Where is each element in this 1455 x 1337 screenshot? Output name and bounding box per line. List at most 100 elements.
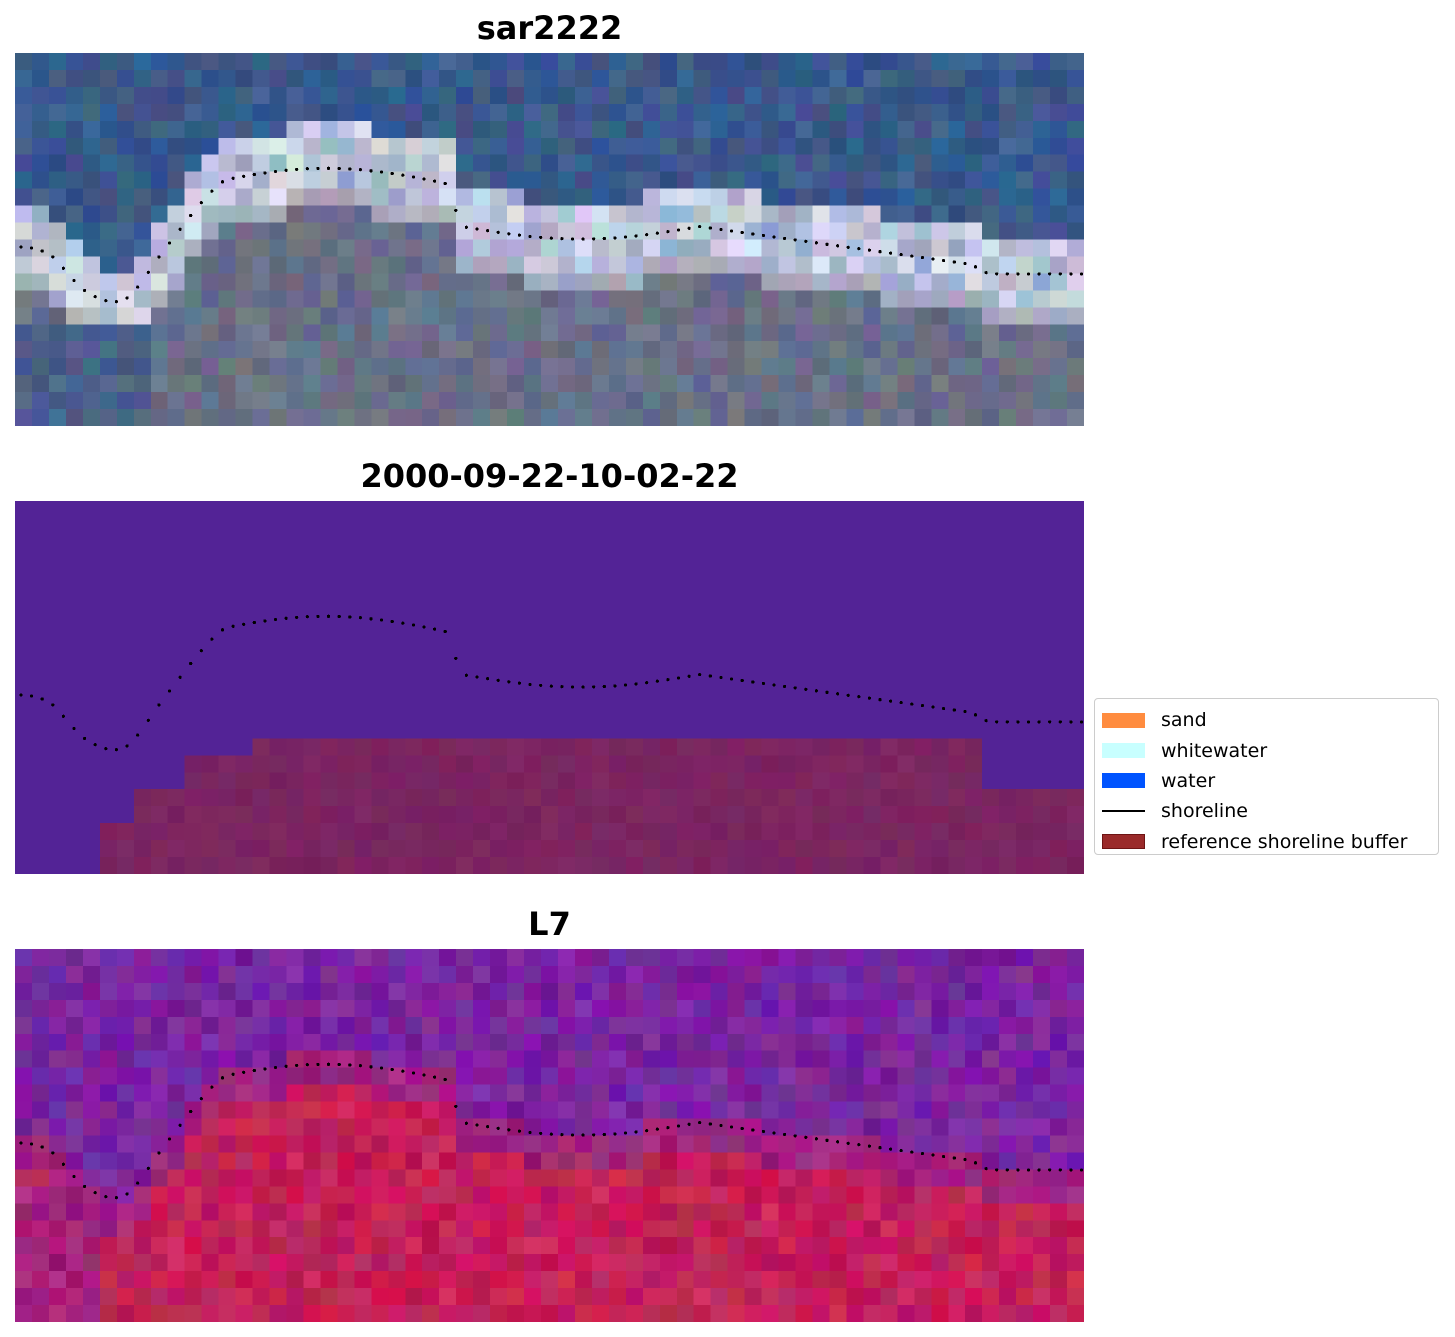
classification-pixel	[235, 636, 254, 655]
rgb-pixel	[490, 69, 508, 88]
classification-pixel	[116, 738, 135, 756]
falsecolor-pixel	[388, 1169, 406, 1187]
classification-pixel	[82, 789, 101, 807]
classification-pixel	[965, 568, 983, 587]
falsecolor-pixel	[422, 982, 440, 1001]
classification-pixel	[354, 619, 372, 638]
rgb-pixel	[557, 290, 576, 308]
rgb-pixel	[846, 137, 865, 156]
classification-pixel	[710, 823, 729, 841]
falsecolor-pixel	[778, 1050, 797, 1069]
classification-pixel	[965, 738, 983, 756]
shoreline-point	[189, 1109, 193, 1114]
falsecolor-pixel	[201, 1101, 220, 1120]
rgb-pixel	[116, 69, 135, 88]
classification-pixel	[608, 840, 627, 858]
falsecolor-pixel	[82, 1237, 101, 1255]
rgb-pixel	[761, 358, 780, 376]
falsecolor-pixel	[167, 1050, 186, 1069]
falsecolor-pixel	[235, 1067, 254, 1086]
classification-pixel	[829, 840, 848, 858]
falsecolor-pixel	[439, 1186, 457, 1204]
falsecolor-pixel	[218, 1203, 237, 1221]
falsecolor-pixel	[473, 1186, 491, 1204]
classification-pixel	[201, 823, 220, 841]
classification-pixel	[574, 551, 593, 570]
classification-pixel	[473, 619, 491, 638]
rgb-pixel	[15, 239, 33, 258]
rgb-pixel	[456, 239, 474, 258]
rgb-pixel	[676, 120, 695, 139]
rgb-pixel	[371, 53, 389, 71]
classification-pixel	[778, 704, 797, 722]
rgb-pixel	[490, 273, 508, 291]
rgb-pixel	[320, 120, 338, 139]
classification-pixel	[914, 517, 932, 536]
rgb-pixel	[65, 69, 84, 88]
shoreline-point	[878, 1146, 882, 1150]
classification-pixel	[405, 585, 423, 604]
rgb-pixel	[625, 154, 644, 173]
rgb-pixel	[303, 375, 322, 393]
rgb-pixel	[1016, 273, 1034, 291]
classification-pixel	[1067, 670, 1084, 689]
falsecolor-pixel	[812, 1237, 831, 1255]
classification-pixel	[608, 568, 627, 587]
rgb-pixel	[965, 205, 983, 224]
classification-pixel	[914, 857, 932, 874]
classification-pixel	[82, 755, 101, 773]
falsecolor-pixel	[269, 1152, 288, 1170]
classification-pixel	[133, 568, 152, 587]
falsecolor-pixel	[965, 1237, 983, 1255]
falsecolor-pixel	[965, 1254, 983, 1272]
rgb-pixel	[812, 341, 831, 359]
classification-pixel	[201, 704, 220, 722]
falsecolor-pixel	[320, 1254, 338, 1272]
falsecolor-pixel	[15, 982, 33, 1001]
classification-pixel	[133, 653, 152, 672]
rgb-pixel	[761, 392, 780, 410]
classification-pixel	[201, 755, 220, 773]
shoreline-point	[857, 247, 861, 251]
falsecolor-pixel	[371, 1237, 389, 1255]
rgb-pixel	[337, 256, 355, 274]
falsecolor-pixel	[778, 1254, 797, 1272]
falsecolor-pixel	[829, 1271, 848, 1289]
rgb-pixel	[965, 154, 983, 173]
classification-pixel	[524, 585, 542, 604]
falsecolor-pixel	[371, 1135, 389, 1154]
classification-pixel	[897, 721, 915, 739]
rgb-pixel	[795, 69, 814, 88]
falsecolor-pixel	[65, 1254, 84, 1272]
falsecolor-pixel	[1033, 1305, 1051, 1322]
classification-pixel	[999, 517, 1017, 536]
rgb-pixel	[812, 53, 831, 71]
falsecolor-pixel	[15, 1135, 33, 1154]
classification-pixel	[133, 857, 152, 874]
shoreline-point	[804, 239, 808, 243]
rgb-pixel	[574, 53, 593, 71]
classification-pixel	[490, 534, 508, 553]
falsecolor-pixel	[863, 1169, 881, 1187]
shoreline-point	[645, 1129, 649, 1133]
falsecolor-pixel	[727, 1067, 746, 1086]
rgb-pixel	[727, 290, 746, 308]
rgb-pixel	[422, 290, 440, 308]
falsecolor-pixel	[252, 999, 271, 1018]
falsecolor-pixel	[456, 1254, 474, 1272]
classification-pixel	[320, 585, 338, 604]
rgb-pixel	[286, 273, 305, 291]
rgb-pixel	[591, 188, 610, 207]
shoreline-point	[899, 701, 903, 705]
classification-pixel	[337, 585, 355, 604]
rgb-pixel	[914, 324, 932, 342]
classification-pixel	[303, 534, 322, 553]
rgb-pixel	[48, 239, 67, 258]
falsecolor-pixel	[778, 1101, 797, 1120]
rgb-pixel	[948, 273, 966, 291]
rgb-pixel	[269, 222, 288, 241]
falsecolor-pixel	[286, 1288, 305, 1306]
classification-pixel	[286, 755, 305, 773]
falsecolor-pixel	[184, 949, 203, 967]
rgb-pixel	[693, 53, 712, 71]
